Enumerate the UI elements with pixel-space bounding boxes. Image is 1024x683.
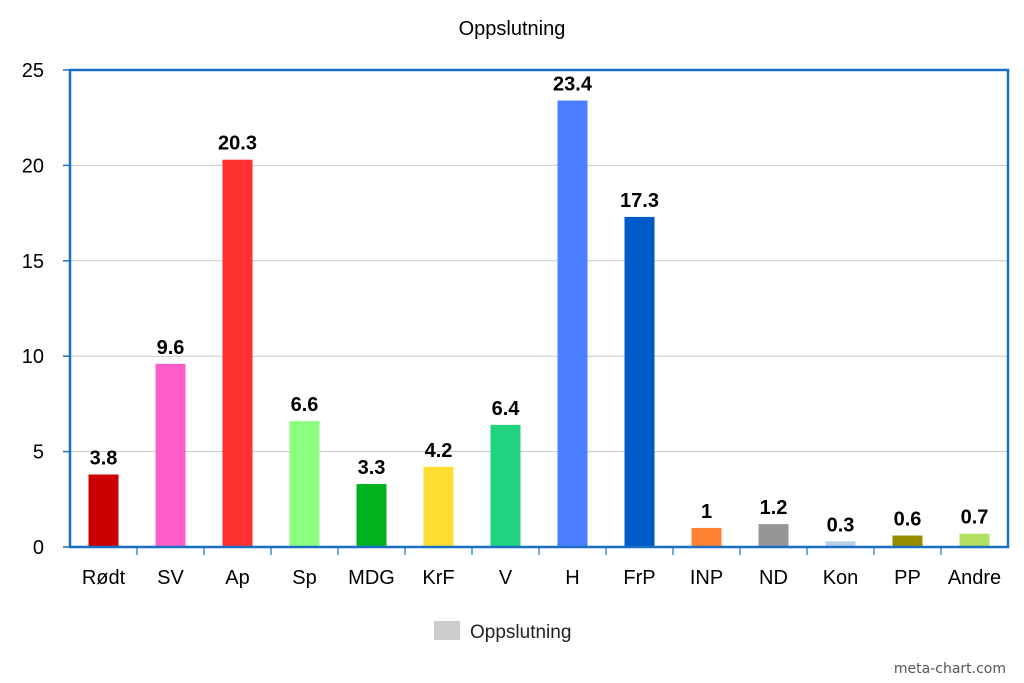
y-tick-label: 5 <box>33 442 44 464</box>
data-label: 3.3 <box>358 457 386 479</box>
x-tick-label: Rødt <box>82 567 126 589</box>
data-label: 0.3 <box>827 514 855 536</box>
x-tick-label: Kon <box>823 567 859 589</box>
data-label: 23.4 <box>553 74 593 96</box>
bar[interactable] <box>557 100 588 547</box>
plot-area-border <box>68 68 1010 549</box>
bar[interactable] <box>959 533 990 547</box>
x-tick-label: Sp <box>292 567 316 589</box>
bar[interactable] <box>490 424 521 547</box>
legend-label: Oppslutning <box>470 622 571 643</box>
legend-swatch <box>434 621 460 640</box>
data-label: 1 <box>701 501 712 523</box>
x-tick-label: SV <box>157 567 184 589</box>
x-tick-label: PP <box>894 567 921 589</box>
x-tick-label: Andre <box>948 567 1001 589</box>
legend[interactable]: Oppslutning <box>434 621 571 643</box>
bar[interactable] <box>222 159 253 547</box>
data-label: 6.4 <box>492 398 521 420</box>
bars <box>88 100 990 547</box>
x-tick-label: H <box>565 567 579 589</box>
data-label: 20.3 <box>218 133 257 155</box>
x-tick-label: FrP <box>623 567 655 589</box>
y-axis: 0 5 10 15 20 25 <box>22 60 70 559</box>
bar[interactable] <box>825 541 856 547</box>
x-tick-label: ND <box>759 567 788 589</box>
y-tick-label: 0 <box>33 537 44 559</box>
gridlines <box>70 164 1008 453</box>
value-labels: 3.8 9.6 20.3 6.6 3.3 4.2 6.4 23.4 17.3 1 1.2 0.3 0.6… <box>90 74 989 537</box>
bar[interactable] <box>624 216 655 547</box>
bar[interactable] <box>356 484 387 547</box>
y-tick-label: 20 <box>22 155 44 177</box>
y-tick-label: 10 <box>22 346 44 368</box>
x-tick-label: INP <box>690 567 723 589</box>
x-axis: Rødt SV Ap Sp MDG KrF V H FrP INP ND Kon PP Andre <box>82 547 1001 589</box>
bar[interactable] <box>892 535 923 547</box>
y-tick-label: 15 <box>22 251 44 273</box>
x-tick-label: MDG <box>348 567 395 589</box>
data-label: 0.7 <box>961 507 989 529</box>
x-tick-label: Ap <box>225 567 249 589</box>
bar[interactable] <box>423 466 454 547</box>
chart-title: Oppslutning <box>459 18 566 40</box>
bar[interactable] <box>691 527 722 547</box>
y-tick-label: 25 <box>22 60 44 82</box>
data-label: 1.2 <box>760 497 788 519</box>
bar[interactable] <box>289 421 320 547</box>
data-label: 6.6 <box>291 394 319 416</box>
data-label: 17.3 <box>620 190 659 212</box>
bar[interactable] <box>155 363 186 547</box>
watermark-text: meta-chart.com <box>894 661 1006 677</box>
bar[interactable] <box>88 474 119 547</box>
data-label: 4.2 <box>425 440 453 462</box>
bar[interactable] <box>758 524 789 547</box>
x-tick-label: KrF <box>422 567 454 589</box>
data-label: 3.8 <box>90 447 118 469</box>
data-label: 0.6 <box>894 509 922 531</box>
data-label: 9.6 <box>157 337 185 359</box>
x-tick-label: V <box>499 567 513 589</box>
